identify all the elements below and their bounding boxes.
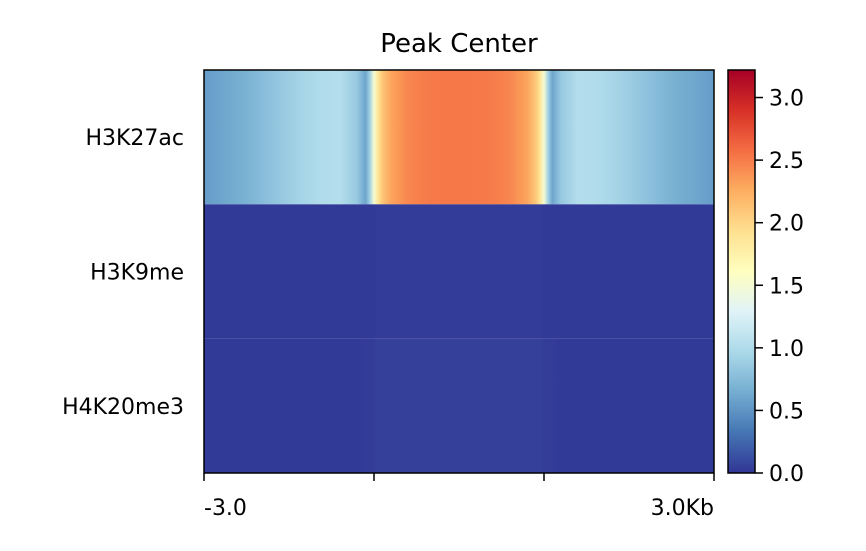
heatmap-row	[204, 204, 714, 339]
colorbar-tick-label: 2.5	[769, 149, 804, 174]
heatmap-frame	[203, 69, 715, 474]
colorbar-tick-label: 2.0	[769, 212, 804, 237]
colorbar-tick-label: 0.0	[769, 462, 804, 487]
row-label: H3K9me	[90, 261, 184, 286]
colorbar-tick-label: 1.0	[769, 337, 804, 362]
colorbar-tick-label: 1.5	[769, 274, 804, 299]
row-label: H4K20me3	[62, 395, 184, 420]
colorbar-tick-label: 3.0	[769, 87, 804, 112]
colorbar	[728, 70, 755, 473]
colorbar-tick-label: 0.5	[769, 399, 804, 424]
heatmap-row	[204, 338, 714, 473]
x-axis: -3.0 3.0Kb	[203, 473, 715, 521]
heatmap-rows	[204, 70, 714, 473]
chart-title: Peak Center	[380, 29, 538, 59]
colorbar-ticks: 0.0 0.5 1.0 1.5 2.0 2.5 3.0	[755, 87, 804, 487]
colorbar-frame	[727, 69, 756, 474]
row-labels: H3K27ac H3K9me H4K20me3	[62, 126, 184, 420]
heatmap-row	[204, 70, 714, 205]
x-tick-label: 3.0Kb	[651, 496, 714, 521]
x-tick-label: -3.0	[204, 496, 247, 521]
row-label: H3K27ac	[85, 126, 184, 151]
